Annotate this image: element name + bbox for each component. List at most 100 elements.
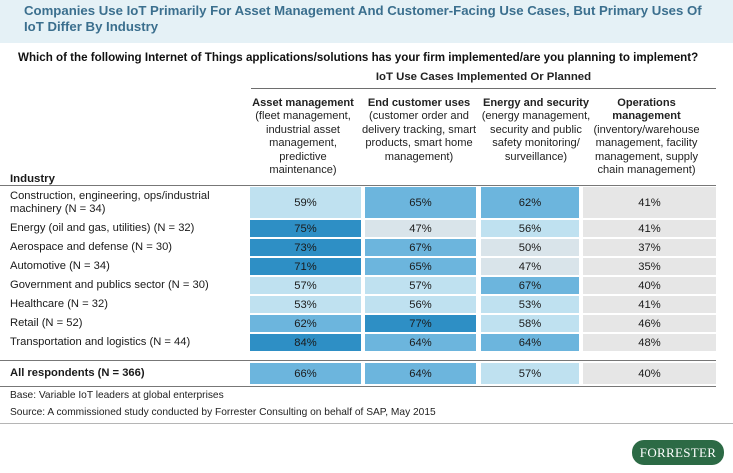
value-label: 84% bbox=[294, 336, 317, 349]
group-rule bbox=[251, 88, 716, 89]
value-cell: 56% bbox=[365, 296, 476, 313]
value-cell: 64% bbox=[365, 334, 476, 351]
value-label: 75% bbox=[294, 222, 317, 235]
value-cell: 65% bbox=[365, 187, 476, 218]
value-cell: 67% bbox=[481, 277, 579, 294]
value-cell: 47% bbox=[365, 220, 476, 237]
column-header-detail: (fleet management, industrial asset mana… bbox=[255, 110, 351, 177]
table-row: Aerospace and defense (N = 30) 73% 67% 50% 3… bbox=[0, 238, 733, 257]
row-label: Retail (N = 52) bbox=[10, 317, 83, 329]
value-label: 35% bbox=[638, 260, 661, 273]
value-label: 56% bbox=[518, 222, 542, 235]
header-rule bbox=[0, 185, 716, 186]
value-label: 56% bbox=[409, 298, 432, 311]
column-header-title: Asset management bbox=[252, 97, 354, 109]
value-label: 59% bbox=[294, 196, 317, 209]
column-header-asset-management: Asset management (fleet management, indu… bbox=[245, 97, 361, 177]
table-row: Transportation and logistics (N = 44) 84%… bbox=[0, 333, 733, 352]
value-label: 73% bbox=[294, 241, 317, 254]
row-label: Healthcare (N = 32) bbox=[10, 298, 108, 310]
value-cell: 50% bbox=[481, 239, 579, 256]
value-label: 41% bbox=[638, 196, 661, 209]
value-label: 77% bbox=[409, 317, 432, 330]
value-cell: 65% bbox=[365, 258, 476, 275]
value-cell: 46% bbox=[583, 315, 716, 332]
table-row: Healthcare (N = 32) 53% 56% 53% 41% bbox=[0, 295, 733, 314]
value-cell: 59% bbox=[250, 187, 361, 218]
value-label: 71% bbox=[294, 260, 317, 273]
value-cell: 58% bbox=[481, 315, 579, 332]
value-label: 47% bbox=[518, 260, 542, 273]
row-label: Construction, engineering, ops/industria… bbox=[10, 190, 210, 215]
column-header-title: Energy and security bbox=[482, 97, 590, 109]
value-label: 65% bbox=[409, 196, 432, 209]
value-cell: 53% bbox=[481, 296, 579, 313]
forrester-logo: FORRESTER bbox=[632, 440, 724, 465]
value-label: 40% bbox=[638, 367, 661, 380]
column-header-detail: (customer order and delivery tracking, s… bbox=[361, 110, 477, 163]
value-label: 48% bbox=[638, 336, 661, 349]
value-label: 67% bbox=[409, 241, 432, 254]
value-cell: 37% bbox=[583, 239, 716, 256]
row-label: Automotive (N = 34) bbox=[10, 260, 110, 272]
value-cell: 41% bbox=[583, 187, 716, 218]
value-label: 66% bbox=[294, 367, 317, 380]
value-cell: 47% bbox=[481, 258, 579, 275]
table-row: Automotive (N = 34) 71% 65% 47% 35% bbox=[0, 257, 733, 276]
row-label: All respondents (N = 366) bbox=[10, 367, 145, 379]
column-header-title: End customer uses bbox=[367, 97, 471, 109]
value-cell: 40% bbox=[583, 277, 716, 294]
value-label: 58% bbox=[518, 317, 542, 330]
table-row: Retail (N = 52) 62% 77% 58% 46% bbox=[0, 314, 733, 333]
value-cell: 40% bbox=[583, 363, 716, 384]
value-cell: 48% bbox=[583, 334, 716, 351]
value-label: 62% bbox=[518, 196, 542, 209]
value-cell: 77% bbox=[365, 315, 476, 332]
value-cell: 62% bbox=[250, 315, 361, 332]
value-label: 57% bbox=[518, 367, 542, 380]
total-row: All respondents (N = 366) 66% 64% 57% 40% bbox=[0, 362, 733, 385]
table-row: Construction, engineering, ops/industria… bbox=[0, 186, 733, 219]
title-band bbox=[0, 0, 733, 43]
value-cell: 35% bbox=[583, 258, 716, 275]
value-label: 64% bbox=[518, 336, 542, 349]
value-label: 57% bbox=[294, 279, 317, 292]
column-header-detail: (energy management, security and public … bbox=[481, 110, 591, 163]
value-cell: 57% bbox=[481, 363, 579, 384]
value-label: 37% bbox=[638, 241, 661, 254]
value-cell: 41% bbox=[583, 296, 716, 313]
value-label: 41% bbox=[638, 298, 661, 311]
value-cell: 56% bbox=[481, 220, 579, 237]
value-cell: 66% bbox=[250, 363, 361, 384]
value-label: 67% bbox=[518, 279, 542, 292]
column-header-detail: (inventory/warehouse management, facilit… bbox=[593, 123, 700, 177]
value-cell: 73% bbox=[250, 239, 361, 256]
value-label: 53% bbox=[518, 298, 542, 311]
value-cell: 67% bbox=[365, 239, 476, 256]
value-label: 40% bbox=[638, 279, 661, 292]
value-cell: 41% bbox=[583, 220, 716, 237]
row-label: Transportation and logistics (N = 44) bbox=[10, 336, 191, 348]
value-cell: 84% bbox=[250, 334, 361, 351]
value-label: 41% bbox=[638, 222, 661, 235]
table-row: Energy (oil and gas, utilities) (N = 32)… bbox=[0, 219, 733, 238]
source-rule bbox=[0, 423, 733, 424]
chart-title: Companies Use IoT Primarily For Asset Ma… bbox=[24, 3, 702, 34]
column-header-title: Operations management bbox=[612, 97, 681, 123]
industry-header: Industry bbox=[10, 173, 55, 185]
total-rule bbox=[0, 360, 716, 361]
value-cell: 57% bbox=[365, 277, 476, 294]
value-cell: 71% bbox=[250, 258, 361, 275]
value-cell: 57% bbox=[250, 277, 361, 294]
column-header-end-customer-uses: End customer uses (customer order and de… bbox=[361, 97, 477, 164]
row-label: Energy (oil and gas, utilities) (N = 32) bbox=[10, 222, 195, 234]
source-note: Source: A commissioned study conducted b… bbox=[10, 407, 436, 418]
row-label: Government and publics sector (N = 30) bbox=[10, 279, 209, 291]
value-cell: 64% bbox=[481, 334, 579, 351]
row-label: Aerospace and defense (N = 30) bbox=[10, 241, 173, 253]
value-label: 53% bbox=[294, 298, 317, 311]
value-cell: 62% bbox=[481, 187, 579, 218]
bottom-rule bbox=[0, 386, 716, 387]
group-header: IoT Use Cases Implemented Or Planned bbox=[375, 71, 592, 83]
value-cell: 75% bbox=[250, 220, 361, 237]
